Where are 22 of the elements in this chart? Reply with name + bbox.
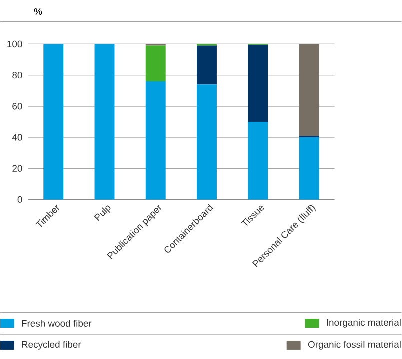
bar [44, 44, 64, 200]
y-tick-label: 80 [12, 72, 22, 78]
legend-label: Fresh wood fiber [22, 320, 92, 327]
bar [146, 46, 166, 82]
bar [94, 44, 115, 200]
legend-label: Recycled fiber [22, 340, 82, 350]
legend-label: Inorganic material [327, 318, 401, 328]
y-tick-label: 40 [12, 134, 22, 141]
bar [146, 81, 166, 200]
bar [197, 46, 217, 84]
bar [248, 44, 268, 122]
y-axis-title: % [34, 8, 42, 15]
bar [299, 137, 320, 200]
x-tick-label: Pulp [94, 206, 111, 221]
y-tick-label: 20 [12, 165, 22, 172]
y-tick-label: 0 [18, 196, 22, 203]
bar [299, 44, 320, 136]
y-tick-label: 60 [12, 102, 22, 110]
y-tick-label: 100 [8, 40, 22, 48]
legend-label: Organic fossil material [308, 340, 401, 350]
bar [197, 84, 217, 200]
bar [248, 122, 268, 200]
